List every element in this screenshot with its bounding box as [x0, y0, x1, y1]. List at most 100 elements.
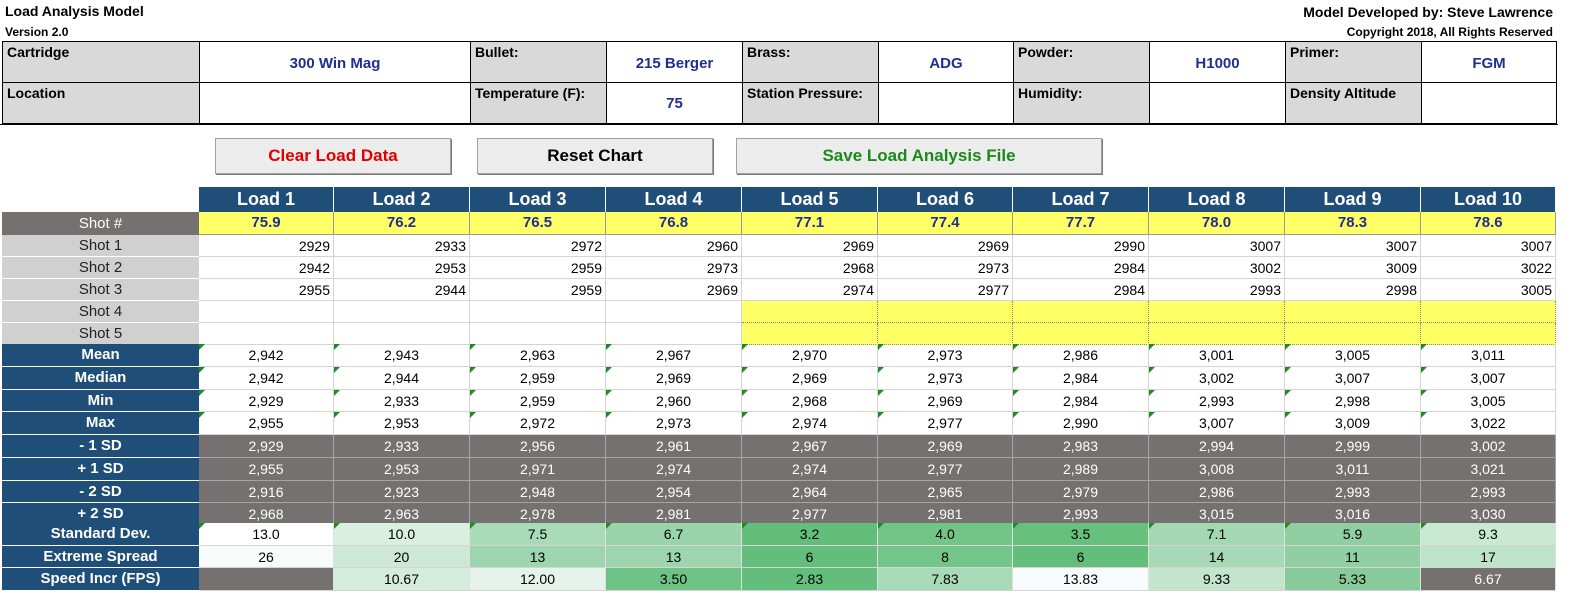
app-title: Load Analysis Model: [5, 3, 144, 19]
velocity-cell[interactable]: [878, 301, 1013, 323]
temperature-f-label: Temperature (F):: [470, 82, 607, 124]
brass-field[interactable]: ADG: [878, 41, 1014, 83]
summary-label: Extreme Spread: [2, 545, 199, 568]
powder-field[interactable]: H1000: [1149, 41, 1286, 83]
velocity-cell[interactable]: 2973: [606, 257, 742, 279]
velocity-cell[interactable]: [606, 301, 742, 323]
density-altitude-label: Density Altitude: [1285, 82, 1422, 124]
error-indicator-icon: [470, 366, 476, 373]
velocity-cell[interactable]: 3007: [1285, 235, 1421, 257]
sd-cell: 2,933: [334, 435, 470, 458]
temperature-f-field[interactable]: 75: [606, 82, 743, 124]
velocity-cell[interactable]: [470, 301, 606, 323]
velocity-cell[interactable]: [1013, 301, 1149, 323]
stat-cell: 2,969: [878, 389, 1013, 413]
error-indicator-icon: [1013, 366, 1019, 373]
velocity-cell[interactable]: [199, 301, 334, 323]
velocity-cell[interactable]: 3007: [1149, 235, 1285, 257]
velocity-cell[interactable]: 2959: [470, 257, 606, 279]
bullet-field[interactable]: 215 Berger: [606, 41, 743, 83]
velocity-cell[interactable]: 3022: [1421, 257, 1556, 279]
velocity-cell[interactable]: [1285, 301, 1421, 323]
velocity-cell[interactable]: 2933: [334, 235, 470, 257]
sd-cell: 2,994: [1149, 435, 1285, 458]
humidity-label: Humidity:: [1013, 82, 1150, 124]
velocity-cell[interactable]: 2969: [742, 235, 878, 257]
charge-weight-cell[interactable]: 75.9: [199, 212, 334, 235]
velocity-cell[interactable]: 2942: [199, 257, 334, 279]
velocity-cell[interactable]: [742, 301, 878, 323]
velocity-cell[interactable]: 3005: [1421, 279, 1556, 301]
velocity-cell[interactable]: 2972: [470, 235, 606, 257]
velocity-cell[interactable]: 2969: [606, 279, 742, 301]
velocity-cell[interactable]: [1421, 301, 1556, 323]
velocity-cell[interactable]: [1149, 301, 1285, 323]
velocity-cell[interactable]: [1421, 323, 1556, 345]
station-pressure-field[interactable]: [878, 82, 1014, 124]
velocity-cell[interactable]: 2990: [1013, 235, 1149, 257]
velocity-cell[interactable]: 2960: [606, 235, 742, 257]
velocity-cell[interactable]: 2984: [1013, 257, 1149, 279]
humidity-field[interactable]: [1149, 82, 1286, 124]
velocity-cell[interactable]: 2973: [878, 257, 1013, 279]
error-indicator-icon: [878, 389, 884, 396]
stat-cell: 2,973: [878, 366, 1013, 390]
density-altitude-field[interactable]: [1421, 82, 1557, 124]
cartridge-field[interactable]: 300 Win Mag: [199, 41, 471, 83]
error-indicator-icon: [1149, 389, 1155, 396]
velocity-cell[interactable]: 2974: [742, 279, 878, 301]
stat-cell: 3,007: [1421, 366, 1556, 390]
error-indicator-icon: [1421, 344, 1427, 350]
velocity-cell[interactable]: [1149, 323, 1285, 345]
velocity-cell[interactable]: [334, 323, 470, 345]
velocity-cell[interactable]: [1285, 323, 1421, 345]
velocity-cell[interactable]: 3009: [1285, 257, 1421, 279]
load-header-10: Load 10: [1421, 187, 1556, 212]
summary-cell: 13: [606, 545, 742, 568]
stat-cell: 3,022: [1421, 412, 1556, 436]
summary-cell: 10.67: [334, 568, 470, 591]
velocity-cell[interactable]: [1013, 323, 1149, 345]
velocity-cell[interactable]: [878, 323, 1013, 345]
charge-weight-cell[interactable]: 77.1: [742, 212, 878, 235]
charge-weight-cell[interactable]: 76.2: [334, 212, 470, 235]
velocity-cell[interactable]: [606, 323, 742, 345]
charge-weight-cell[interactable]: 76.8: [606, 212, 742, 235]
save-load-analysis-file-button[interactable]: Save Load Analysis File: [736, 138, 1102, 174]
velocity-cell[interactable]: 3002: [1149, 257, 1285, 279]
velocity-cell[interactable]: 3007: [1421, 235, 1556, 257]
velocity-cell[interactable]: [470, 323, 606, 345]
charge-weight-cell[interactable]: 78.3: [1285, 212, 1421, 235]
velocity-cell[interactable]: 2998: [1285, 279, 1421, 301]
cartridge-label: Cartridge: [2, 41, 200, 83]
charge-weight-cell[interactable]: 78.6: [1421, 212, 1556, 235]
velocity-cell[interactable]: 2929: [199, 235, 334, 257]
charge-weight-cell[interactable]: 77.4: [878, 212, 1013, 235]
velocity-cell[interactable]: 2959: [470, 279, 606, 301]
charge-weight-cell[interactable]: 76.5: [470, 212, 606, 235]
velocity-cell[interactable]: 2984: [1013, 279, 1149, 301]
velocity-cell[interactable]: 2953: [334, 257, 470, 279]
sd-cell: 2,981: [606, 503, 742, 527]
error-indicator-icon: [1421, 412, 1427, 419]
stat-cell: 2,973: [606, 412, 742, 436]
velocity-cell[interactable]: [199, 323, 334, 345]
stat-cell: 2,969: [742, 366, 878, 390]
charge-weight-cell[interactable]: 77.7: [1013, 212, 1149, 235]
charge-weight-cell[interactable]: 78.0: [1149, 212, 1285, 235]
velocity-cell[interactable]: 2969: [878, 235, 1013, 257]
velocity-cell[interactable]: 2977: [878, 279, 1013, 301]
velocity-cell[interactable]: 2944: [334, 279, 470, 301]
velocity-cell[interactable]: 2968: [742, 257, 878, 279]
velocity-cell[interactable]: [334, 301, 470, 323]
copyright-notice: Copyright 2018, All Rights Reserved: [1346, 25, 1553, 39]
location-field[interactable]: [199, 82, 471, 124]
reset-chart-button[interactable]: Reset Chart: [477, 138, 713, 174]
clear-load-data-button[interactable]: Clear Load Data: [215, 138, 451, 174]
sd-cell: 3,011: [1285, 457, 1421, 481]
stat-cell: 2,972: [470, 412, 606, 436]
velocity-cell[interactable]: 2993: [1149, 279, 1285, 301]
velocity-cell[interactable]: [742, 323, 878, 345]
primer-field[interactable]: FGM: [1421, 41, 1557, 83]
velocity-cell[interactable]: 2955: [199, 279, 334, 301]
